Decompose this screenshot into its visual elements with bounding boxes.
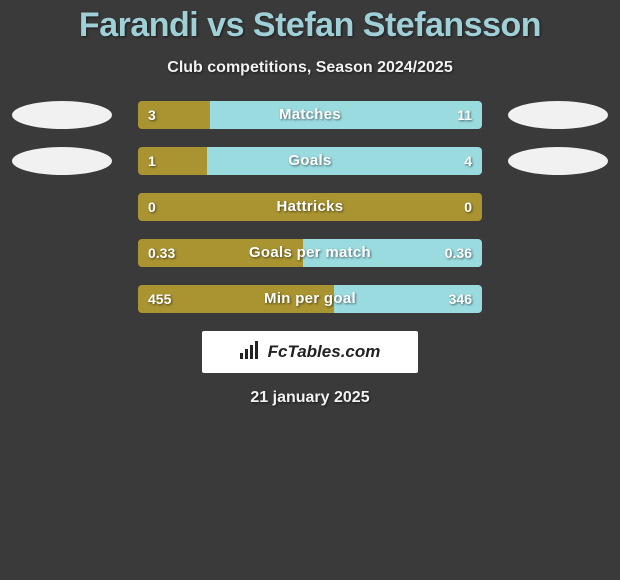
oval-spacer xyxy=(508,285,608,313)
stat-bar: 14Goals xyxy=(138,147,482,175)
stat-label: Matches xyxy=(138,101,482,129)
subtitle: Club competitions, Season 2024/2025 xyxy=(0,59,620,77)
page-title: Farandi vs Stefan Stefansson xyxy=(0,6,620,45)
stat-row: 455346Min per goal xyxy=(0,285,620,313)
player-left-oval xyxy=(12,101,112,129)
stat-bar: 455346Min per goal xyxy=(138,285,482,313)
stat-bar: 0.330.36Goals per match xyxy=(138,239,482,267)
stat-row: 14Goals xyxy=(0,147,620,175)
oval-spacer xyxy=(12,285,112,313)
player-right-oval xyxy=(508,147,608,175)
stat-label: Hattricks xyxy=(138,193,482,221)
source-logo: FcTables.com xyxy=(202,331,418,373)
stat-label: Goals xyxy=(138,147,482,175)
oval-spacer xyxy=(12,239,112,267)
logo-text: FcTables.com xyxy=(268,342,381,362)
oval-spacer xyxy=(12,193,112,221)
stat-row: 0.330.36Goals per match xyxy=(0,239,620,267)
oval-spacer xyxy=(508,239,608,267)
player-left-oval xyxy=(12,147,112,175)
stat-row: 311Matches xyxy=(0,101,620,129)
stat-bar: 311Matches xyxy=(138,101,482,129)
stat-label: Goals per match xyxy=(138,239,482,267)
date-text: 21 january 2025 xyxy=(0,389,620,407)
stats-rows: 311Matches 14Goals 00Hattricks 0.330.36Goal… xyxy=(0,101,620,313)
oval-spacer xyxy=(508,193,608,221)
comparison-card: Farandi vs Stefan Stefansson Club compet… xyxy=(0,0,620,407)
bar-chart-icon xyxy=(240,341,262,364)
stat-bar: 00Hattricks xyxy=(138,193,482,221)
player-right-oval xyxy=(508,101,608,129)
stat-label: Min per goal xyxy=(138,285,482,313)
stat-row: 00Hattricks xyxy=(0,193,620,221)
